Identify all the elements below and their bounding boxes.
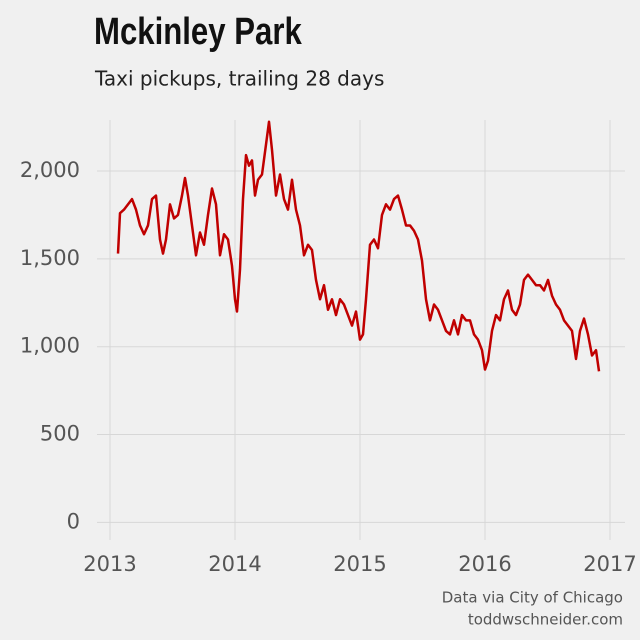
chart-subtitle: Taxi pickups, trailing 28 days <box>94 67 384 91</box>
x-tick-label: 2016 <box>458 552 511 576</box>
x-tick-label: 2013 <box>83 552 136 576</box>
y-tick-label: 0 <box>67 509 80 533</box>
y-tick-label: 1,000 <box>20 334 80 358</box>
y-tick-label: 2,000 <box>20 158 80 182</box>
chart-title: Mckinley Park <box>94 11 302 53</box>
source: Data via City of Chicago <box>442 589 623 607</box>
x-tick-label: 2014 <box>208 552 261 576</box>
y-tick-label: 500 <box>40 422 80 446</box>
data-line <box>116 120 601 372</box>
x-tick-label: 2015 <box>333 552 386 576</box>
x-tick-label: 2017 <box>583 552 636 576</box>
source: toddwschneider.com <box>468 611 623 629</box>
y-tick-label: 1,500 <box>20 246 80 270</box>
